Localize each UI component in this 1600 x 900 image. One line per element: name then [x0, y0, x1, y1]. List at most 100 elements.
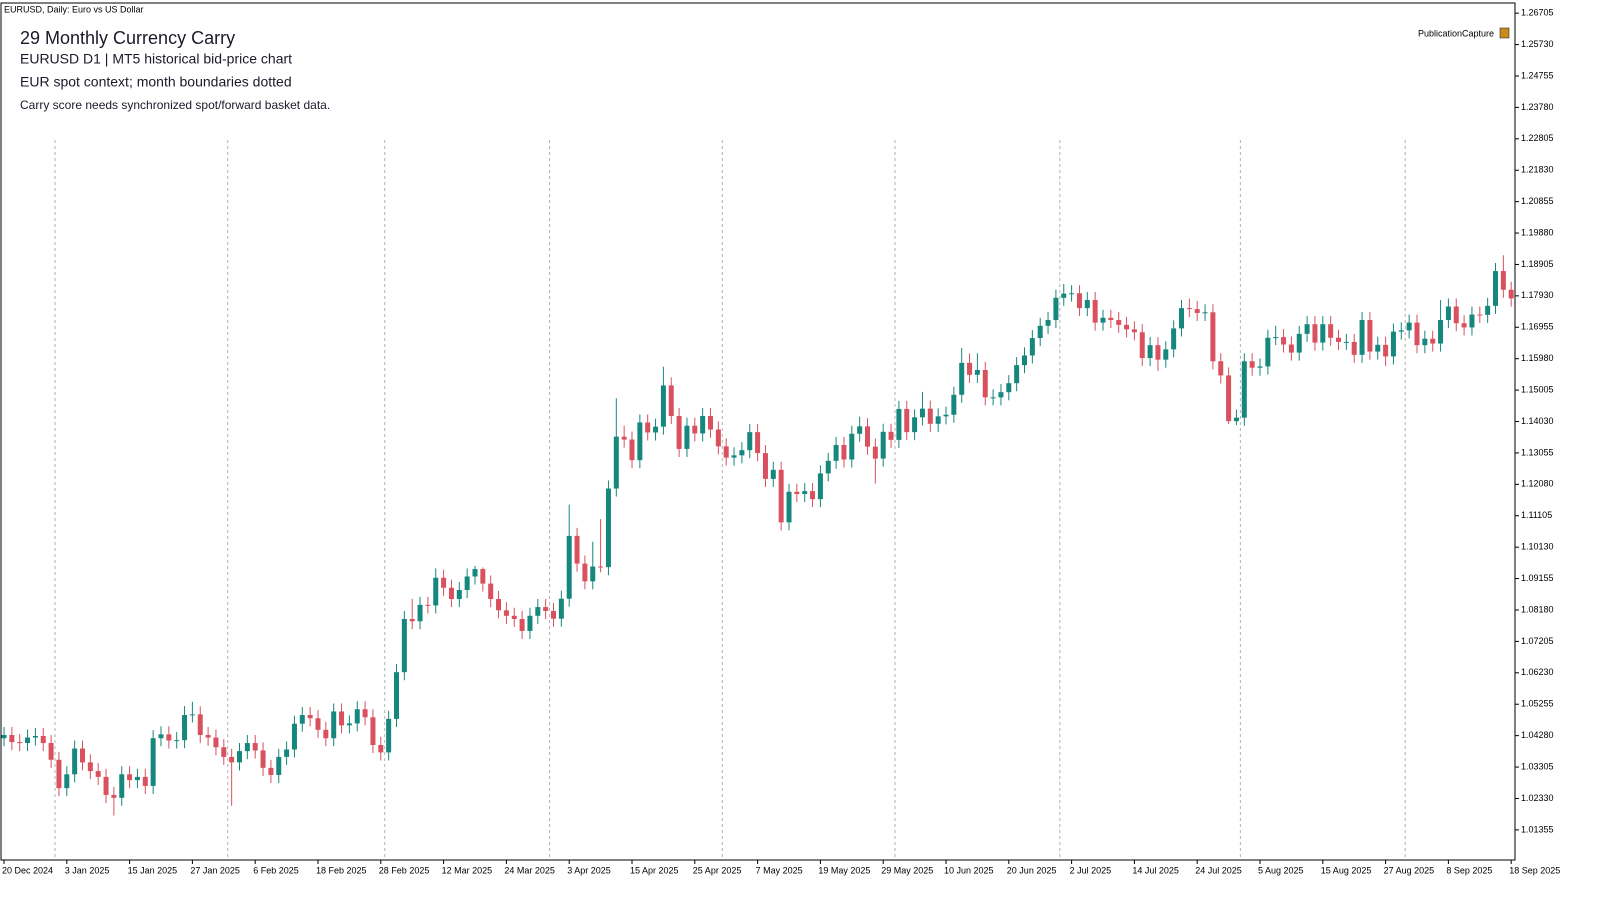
candle-body [1485, 305, 1491, 315]
x-tick-label: 14 Jul 2025 [1132, 865, 1179, 875]
candle-body [817, 473, 823, 500]
y-tick-label: 1.15980 [1521, 353, 1554, 363]
candle-body [189, 714, 195, 716]
candle-body [496, 599, 502, 611]
candle-body [268, 767, 274, 775]
candle-body [80, 748, 85, 763]
x-tick-label: 27 Aug 2025 [1384, 865, 1435, 875]
candle-body [1061, 293, 1067, 298]
y-tick-label: 1.03305 [1521, 761, 1554, 771]
candle-body [1288, 344, 1294, 353]
y-tick-label: 1.02330 [1521, 793, 1554, 803]
candle-body [1100, 317, 1106, 323]
candle-body [1037, 325, 1043, 339]
candle-body [1171, 328, 1177, 350]
candle-body [1155, 345, 1161, 360]
candle-body [1312, 324, 1318, 343]
candle-body [660, 385, 666, 427]
y-tick-label: 1.13055 [1521, 447, 1554, 457]
candle-body [1445, 306, 1451, 321]
chart-title: 29 Monthly Currency Carry [20, 28, 235, 48]
candle-body [276, 756, 282, 775]
badge-icon [1499, 27, 1510, 39]
candle-body [1343, 341, 1349, 343]
x-tick-label: 27 Jan 2025 [190, 865, 240, 875]
candle-body [40, 735, 46, 744]
candle-body [331, 711, 337, 739]
x-tick-label: 25 Apr 2025 [693, 865, 742, 875]
candle-body [307, 715, 313, 719]
candle-body [1320, 324, 1326, 343]
candle-body [723, 446, 729, 458]
candle-body [904, 408, 910, 433]
candle-body [87, 762, 93, 772]
candle-body [974, 369, 980, 375]
x-tick-label: 2 Jul 2025 [1070, 865, 1112, 875]
candle-body [959, 362, 965, 395]
candle-body [488, 583, 494, 600]
x-tick-label: 5 Aug 2025 [1258, 865, 1304, 875]
candle-body [56, 759, 62, 789]
candle-body [291, 723, 297, 750]
candle-body [566, 535, 572, 599]
candle-body [715, 429, 721, 447]
candle-body [244, 743, 250, 752]
badge: PublicationCapture [1418, 28, 1494, 38]
candle-body [1163, 349, 1169, 360]
candle-body [1147, 345, 1153, 359]
candle-body [841, 445, 847, 460]
x-tick-label: 29 May 2025 [881, 865, 933, 875]
candle-body [1226, 375, 1232, 422]
candle-body [1053, 297, 1059, 321]
x-tick-label: 18 Sep 2025 [1509, 865, 1560, 875]
candle-body [252, 743, 258, 751]
candle-body [158, 734, 164, 739]
candle-body [417, 604, 423, 622]
y-tick-label: 1.18905 [1521, 259, 1554, 269]
candle-body [1273, 337, 1279, 339]
candle-body [668, 385, 674, 417]
candle-body [967, 362, 973, 375]
x-tick-label: 3 Apr 2025 [567, 865, 611, 875]
candle-body [700, 416, 706, 434]
candle-body [982, 369, 988, 398]
candle-body [64, 774, 70, 789]
candle-body [692, 425, 698, 434]
candle-body [574, 535, 580, 564]
candle-body [315, 718, 321, 730]
candle-body [802, 491, 808, 495]
candle-body [197, 714, 203, 735]
candle-body [1414, 322, 1420, 346]
y-tick-label: 1.24755 [1521, 70, 1554, 80]
candle-body [1367, 320, 1373, 352]
candle-body [1375, 344, 1381, 352]
candle-body [433, 577, 439, 606]
y-tick-label: 1.10130 [1521, 542, 1554, 552]
candle-body [825, 460, 831, 474]
candle-body [1390, 331, 1396, 357]
x-tick-label: 24 Mar 2025 [504, 865, 555, 875]
candle-body [142, 776, 148, 786]
candle-body [755, 432, 761, 454]
candle-body [182, 715, 188, 741]
y-tick-label: 1.16955 [1521, 322, 1554, 332]
candle-body [1383, 344, 1389, 357]
candle-body [1186, 308, 1192, 310]
candle-body [1210, 312, 1216, 362]
x-tick-label: 12 Mar 2025 [442, 865, 493, 875]
candle-body [551, 610, 556, 619]
candle-body [590, 566, 596, 582]
candle-body [401, 619, 407, 673]
candle-body [1477, 314, 1483, 316]
chart-header: EURUSD, Daily: Euro vs US Dollar [4, 4, 144, 14]
candle-body [339, 711, 345, 726]
candle-body [229, 756, 235, 763]
x-tick-label: 20 Dec 2024 [2, 865, 53, 875]
candle-body [1194, 309, 1200, 313]
candle-body [103, 776, 109, 795]
candle-body [1045, 320, 1051, 326]
candle-body [284, 749, 290, 757]
candle-body [1296, 333, 1302, 353]
candle-body [519, 619, 525, 631]
